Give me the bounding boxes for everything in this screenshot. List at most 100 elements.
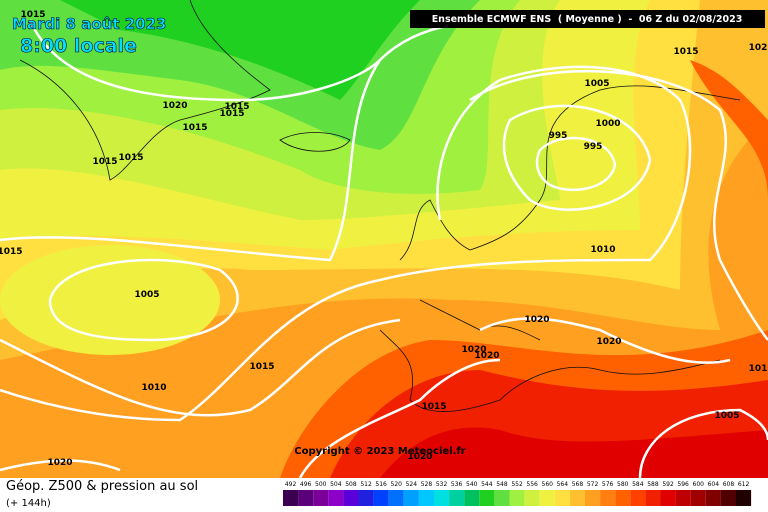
isobar-label: 1010 xyxy=(590,245,615,255)
scale-swatch xyxy=(418,490,434,506)
isobar-label: 1015 xyxy=(673,47,698,57)
scale-label: 588 xyxy=(647,481,659,488)
isobar-label: 1015 xyxy=(219,109,244,119)
band xyxy=(60,0,420,100)
run-box xyxy=(410,10,765,28)
scale-label: 596 xyxy=(677,481,689,488)
copyright: Copyright © 2023 Meteociel.fr xyxy=(294,446,465,457)
scale-swatch xyxy=(509,490,525,506)
scale-label: 608 xyxy=(723,481,735,488)
isobar-label: 1020 xyxy=(47,458,72,468)
scale-label: 536 xyxy=(451,481,463,488)
isobar-label: 102 xyxy=(749,43,768,53)
isobar xyxy=(0,318,401,417)
scale-swatch xyxy=(479,490,495,506)
isobar-label: 1020 xyxy=(596,337,621,347)
scale-swatch xyxy=(645,490,661,506)
isobar-label: 1005 xyxy=(584,79,609,89)
scale-label: 572 xyxy=(587,481,599,488)
scale-swatch xyxy=(343,490,359,506)
isobar xyxy=(0,18,531,262)
isobar-label: 1020 xyxy=(461,345,486,355)
isobar-label: 1015 xyxy=(249,362,274,372)
isobar-label: 1015 xyxy=(421,402,446,412)
scale-label: 604 xyxy=(708,481,720,488)
scale-label: 528 xyxy=(421,481,433,488)
isobars xyxy=(0,18,768,479)
isobar xyxy=(469,69,768,341)
isobar-label: 1010 xyxy=(141,383,166,393)
scale-label: 492 xyxy=(285,481,297,488)
scale-label: 512 xyxy=(360,481,372,488)
isobar-label: 1015 xyxy=(224,102,249,112)
scale-swatch xyxy=(434,490,450,506)
scale-swatch xyxy=(736,490,752,506)
scale-swatch xyxy=(690,490,706,506)
coastline xyxy=(19,0,271,181)
scale-swatch xyxy=(630,490,646,506)
isobar xyxy=(48,258,239,342)
isobar xyxy=(298,358,501,479)
isobar-label: 1005 xyxy=(714,411,739,421)
scale-label: 540 xyxy=(466,481,478,488)
band xyxy=(690,60,768,200)
date: Mardi 8 août 2023 xyxy=(12,15,166,33)
isobar-label: 1015 xyxy=(182,123,207,133)
coastlines xyxy=(19,0,741,412)
scale-label: 500 xyxy=(315,481,327,488)
scale-swatch xyxy=(585,490,601,506)
isobar xyxy=(479,317,731,364)
isobar-label: 1015 xyxy=(92,157,117,167)
scale-swatch xyxy=(449,490,465,506)
scale-swatch xyxy=(720,490,736,506)
scale-swatch xyxy=(403,490,419,506)
scale-label: 552 xyxy=(511,481,523,488)
isobar xyxy=(638,408,768,479)
scale-label: 548 xyxy=(496,481,508,488)
band xyxy=(0,245,220,355)
scale-label: 564 xyxy=(557,481,569,488)
isobar-label: 1015 xyxy=(0,247,23,257)
scale-swatch xyxy=(615,490,631,506)
scale-label: 504 xyxy=(330,481,342,488)
isobar-label: 995 xyxy=(549,131,568,141)
scale-swatch xyxy=(600,490,616,506)
scale-label: 584 xyxy=(632,481,644,488)
scale-swatch xyxy=(464,490,480,506)
run-info: Ensemble ECMWF ENS ( Moyenne ) - 06 Z du… xyxy=(432,14,743,25)
scale-swatch xyxy=(283,490,299,506)
scale-label: 612 xyxy=(738,481,750,488)
isobar xyxy=(0,65,692,422)
scale-label: 516 xyxy=(375,481,387,488)
scale-swatch xyxy=(388,490,404,506)
scale-swatch xyxy=(569,490,585,506)
band xyxy=(380,427,768,478)
scale-swatch xyxy=(373,490,389,506)
scale-swatch xyxy=(660,490,676,506)
scale-label: 600 xyxy=(693,481,705,488)
scale-label: 496 xyxy=(300,481,312,488)
scale-swatch xyxy=(554,490,570,506)
isobar-label: 1015 xyxy=(118,153,143,163)
color-scale: 492 496 500 504 508 512 516 520 524 528 532 536 540 5… xyxy=(283,481,752,506)
scale-swatch xyxy=(328,490,344,506)
scale-swatch xyxy=(494,490,510,506)
scale-label: 580 xyxy=(617,481,629,488)
isobar-label: 101 xyxy=(749,364,768,374)
isobar-label: 1000 xyxy=(595,119,620,129)
scale-label: 556 xyxy=(526,481,538,488)
scale-swatch xyxy=(313,490,329,506)
scale-label: 560 xyxy=(542,481,554,488)
coastline xyxy=(379,329,721,412)
scale-swatch xyxy=(298,490,314,506)
scale-label: 576 xyxy=(602,481,614,488)
scale-label: 568 xyxy=(572,481,584,488)
scale-label: 520 xyxy=(391,481,403,488)
scale-label: 544 xyxy=(481,481,493,488)
isobar-label: 1020 xyxy=(524,315,549,325)
scale-swatch xyxy=(358,490,374,506)
isobar xyxy=(502,104,652,211)
isobar xyxy=(28,19,381,102)
local-time: 8:00 locale xyxy=(20,35,137,57)
